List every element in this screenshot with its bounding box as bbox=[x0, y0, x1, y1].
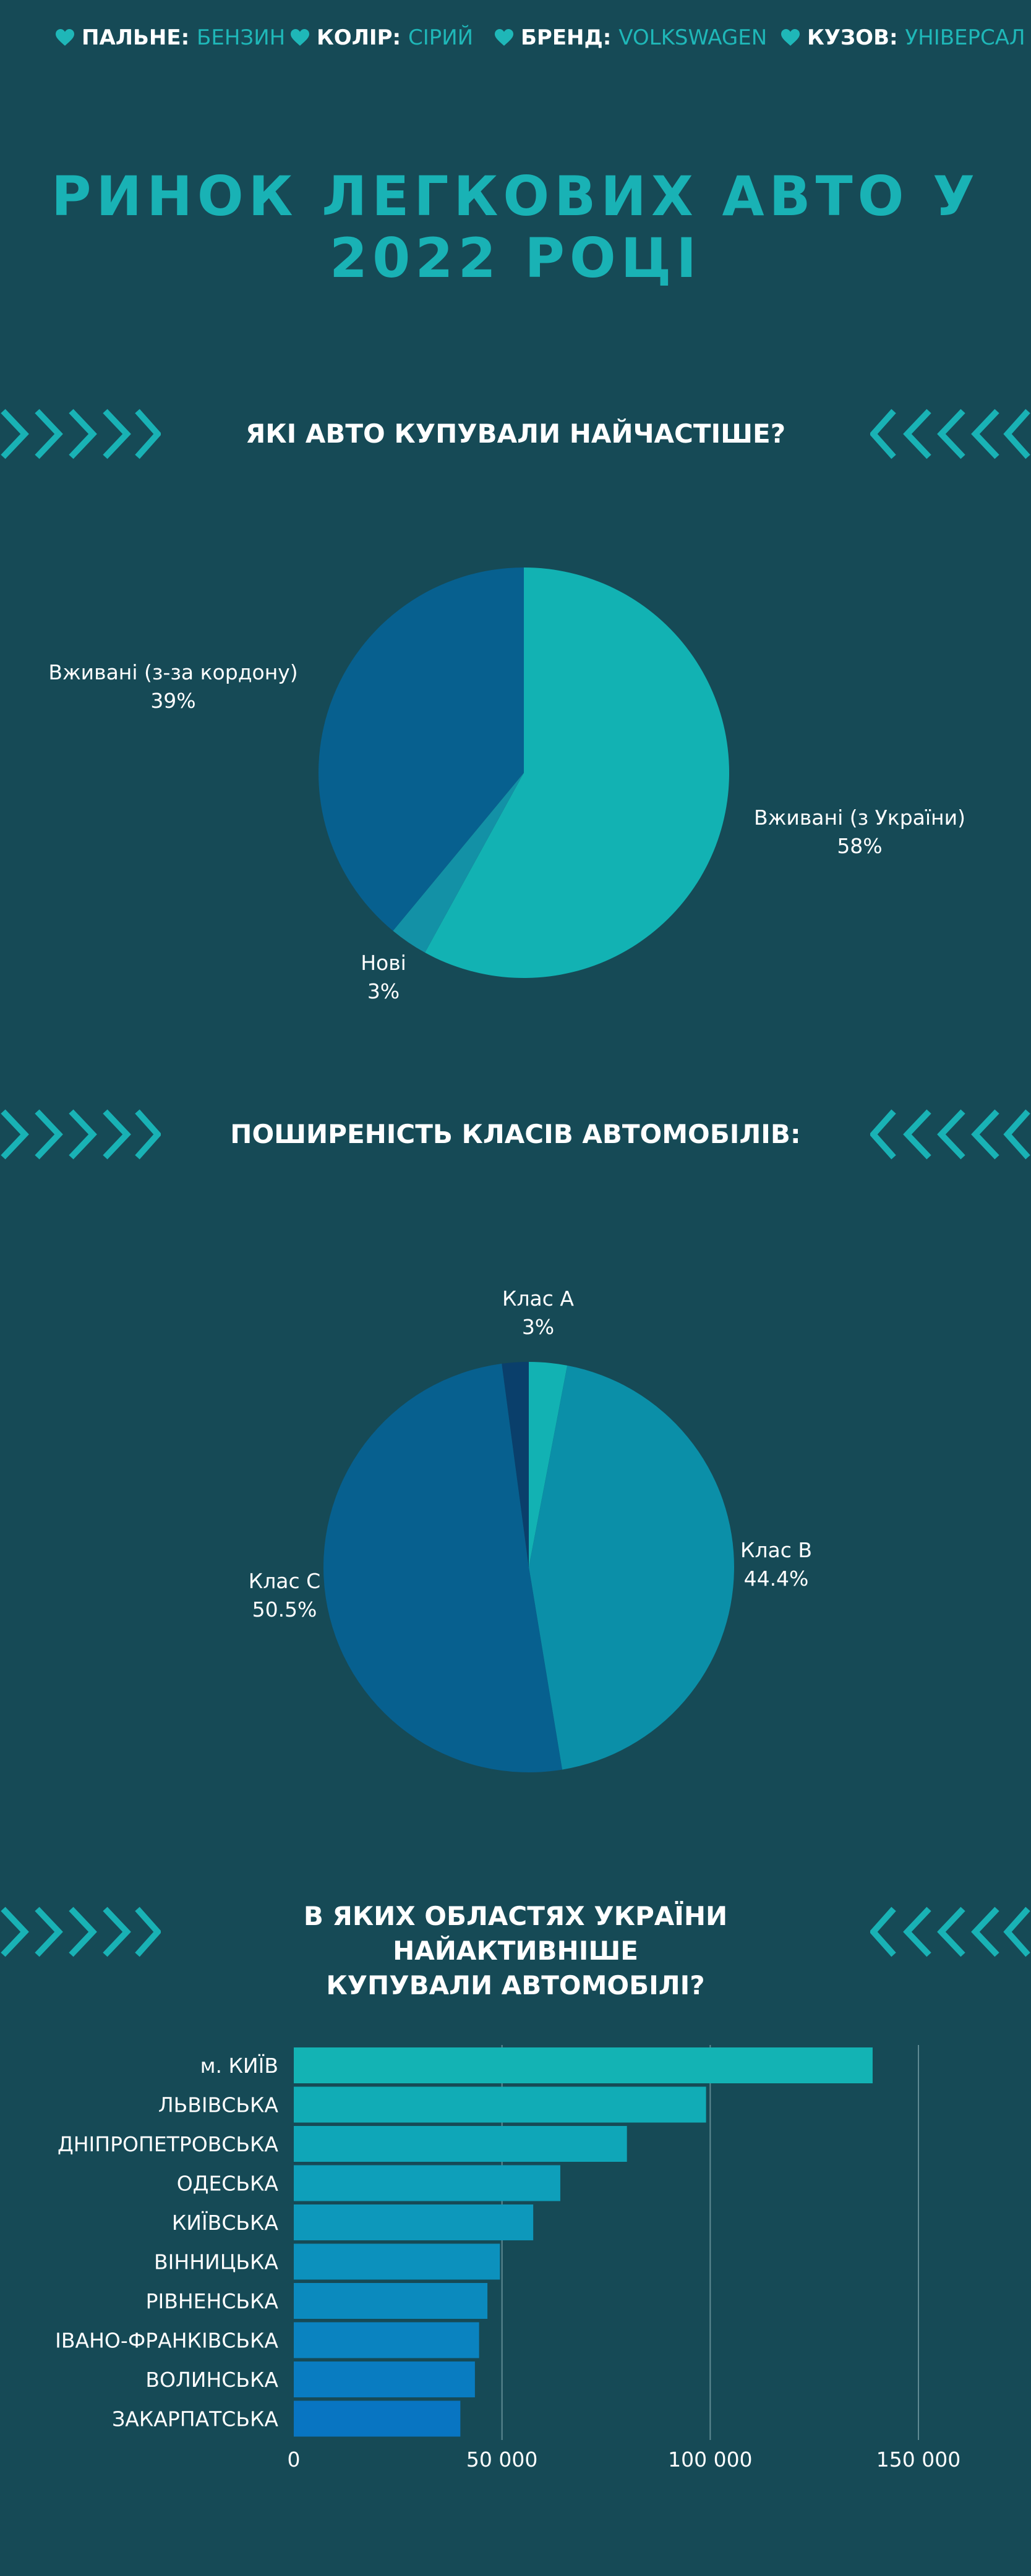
pie2-slice-2 bbox=[323, 1363, 562, 1773]
slice-value: 39% bbox=[150, 689, 196, 713]
tag-label: КУЗОВ: bbox=[807, 25, 898, 50]
tag-value: БЕНЗИН bbox=[197, 25, 286, 50]
pie1-label-abroad: Вживані (з-за кордону) 39% bbox=[25, 658, 322, 715]
section-title-regions: В ЯКИХ ОБЛАСТЯХ УКРАЇНИ НАЙАКТИВНІШЕ КУП… bbox=[186, 1899, 845, 2003]
pie1-label-new: Нові 3% bbox=[322, 949, 445, 1006]
bar-4 bbox=[294, 2204, 534, 2240]
slice-label: Клас C bbox=[248, 1569, 321, 1593]
tag-label: БРЕНД: bbox=[521, 25, 612, 50]
tag-value: VOLKSWAGEN bbox=[618, 25, 768, 50]
pie1-label-ukraine: Вживані (з України) 58% bbox=[736, 804, 983, 861]
bar-5 bbox=[294, 2243, 500, 2280]
pie1-slice-1 bbox=[393, 773, 524, 953]
chevrons-left-icon bbox=[870, 1109, 1030, 1160]
slice-label: Вживані (з-за кордону) bbox=[48, 660, 298, 684]
x-tick-label-1: 50 000 bbox=[466, 2447, 537, 2472]
x-tick-label-3: 150 000 bbox=[876, 2447, 960, 2472]
chevrons-right-icon bbox=[1, 409, 161, 459]
slice-label: Клас B bbox=[740, 1538, 812, 1562]
bar-8 bbox=[294, 2361, 475, 2397]
bar-1 bbox=[294, 2086, 706, 2123]
pie2-label-class-b: Клас B 44.4% bbox=[717, 1536, 835, 1593]
pie1-slice-0 bbox=[425, 567, 729, 978]
pie2-slice-1 bbox=[529, 1365, 734, 1770]
slice-label: Нові bbox=[361, 951, 406, 975]
pie2-slice-3 bbox=[502, 1362, 529, 1567]
chevrons-left-icon bbox=[870, 409, 1030, 459]
category-label-8: ВОЛИНСЬКА bbox=[145, 2368, 278, 2392]
x-tick-label-0: 0 bbox=[288, 2447, 301, 2472]
slice-value: 58% bbox=[837, 834, 883, 858]
category-label-6: РІВНЕНСЬКА bbox=[146, 2289, 279, 2313]
heart-icon bbox=[291, 29, 309, 46]
tag-label: ПАЛЬНЕ: bbox=[82, 25, 190, 50]
section-title-regions-line1: В ЯКИХ ОБЛАСТЯХ УКРАЇНИ НАЙАКТИВНІШЕ bbox=[303, 1901, 728, 1966]
tag-fuel: ПАЛЬНЕ: БЕНЗИН bbox=[56, 22, 285, 53]
bar-0 bbox=[294, 2047, 873, 2083]
category-label-7: ІВАНО-ФРАНКІВСЬКА bbox=[55, 2329, 278, 2353]
slice-label: Вживані (з України) bbox=[754, 806, 965, 830]
tag-body: КУЗОВ: УНІВЕРСАЛ bbox=[781, 22, 1025, 53]
pie2-label-class-c: Клас C 50.5% bbox=[226, 1567, 343, 1624]
section-title-classes: ПОШИРЕНІСТЬ КЛАСІВ АВТОМОБІЛІВ: bbox=[230, 1119, 801, 1149]
heart-icon bbox=[495, 29, 513, 46]
pie2-slice-0 bbox=[529, 1362, 568, 1567]
section-title-purchases: ЯКІ АВТО КУПУВАЛИ НАЙЧАСТІШЕ? bbox=[245, 419, 786, 449]
page-title-line2: 2022 РОЦІ bbox=[329, 226, 702, 290]
page-title-line1: РИНОК ЛЕГКОВИХ АВТО У bbox=[51, 164, 980, 228]
bar-2 bbox=[294, 2126, 627, 2162]
tag-value: СІРИЙ bbox=[408, 25, 474, 50]
category-label-0: м. КИЇВ bbox=[200, 2054, 278, 2078]
category-label-2: ДНІПРОПЕТРОВСЬКА bbox=[58, 2132, 278, 2156]
bar-6 bbox=[294, 2283, 488, 2319]
slice-value: 3% bbox=[521, 1315, 555, 1339]
tag-value: УНІВЕРСАЛ bbox=[905, 25, 1025, 50]
category-label-1: ЛЬВІВСЬКА bbox=[158, 2093, 279, 2117]
category-label-4: КИЇВСЬКА bbox=[172, 2211, 279, 2235]
chevrons-right-icon bbox=[1, 1109, 161, 1160]
chevrons-right-icon bbox=[1, 1906, 161, 1957]
filter-tags-bar: ПАЛЬНЕ: БЕНЗИН КОЛІР: СІРИЙ БРЕНД: VOLKS… bbox=[0, 22, 1031, 53]
page-title: РИНОК ЛЕГКОВИХ АВТО У 2022 РОЦІ bbox=[0, 166, 1031, 289]
tag-brand: БРЕНД: VOLKSWAGEN bbox=[495, 22, 767, 53]
category-label-5: ВІННИЦЬКА bbox=[154, 2250, 278, 2274]
chevrons-left-icon bbox=[870, 1906, 1030, 1957]
pie1-slice-2 bbox=[319, 567, 524, 931]
section-title-regions-line2: КУПУВАЛИ АВТОМОБІЛІ? bbox=[326, 1970, 705, 2000]
slice-value: 44.4% bbox=[743, 1566, 809, 1591]
bar-7 bbox=[294, 2322, 479, 2358]
category-label-9: ЗАКАРПАТСЬКА bbox=[112, 2407, 278, 2431]
slice-label: Клас A bbox=[502, 1286, 574, 1311]
heart-icon bbox=[56, 29, 74, 46]
category-label-3: ОДЕСЬКА bbox=[177, 2172, 279, 2196]
tag-color: КОЛІР: СІРИЙ bbox=[291, 22, 473, 53]
x-tick-label-2: 100 000 bbox=[668, 2447, 752, 2472]
slice-value: 3% bbox=[367, 979, 400, 1003]
tag-label: КОЛІР: bbox=[317, 25, 401, 50]
pie2-label-class-a: Клас A 3% bbox=[476, 1285, 600, 1341]
slice-value: 50.5% bbox=[252, 1597, 317, 1622]
bar-9 bbox=[294, 2400, 461, 2437]
bar-3 bbox=[294, 2165, 560, 2201]
heart-icon bbox=[781, 29, 800, 46]
